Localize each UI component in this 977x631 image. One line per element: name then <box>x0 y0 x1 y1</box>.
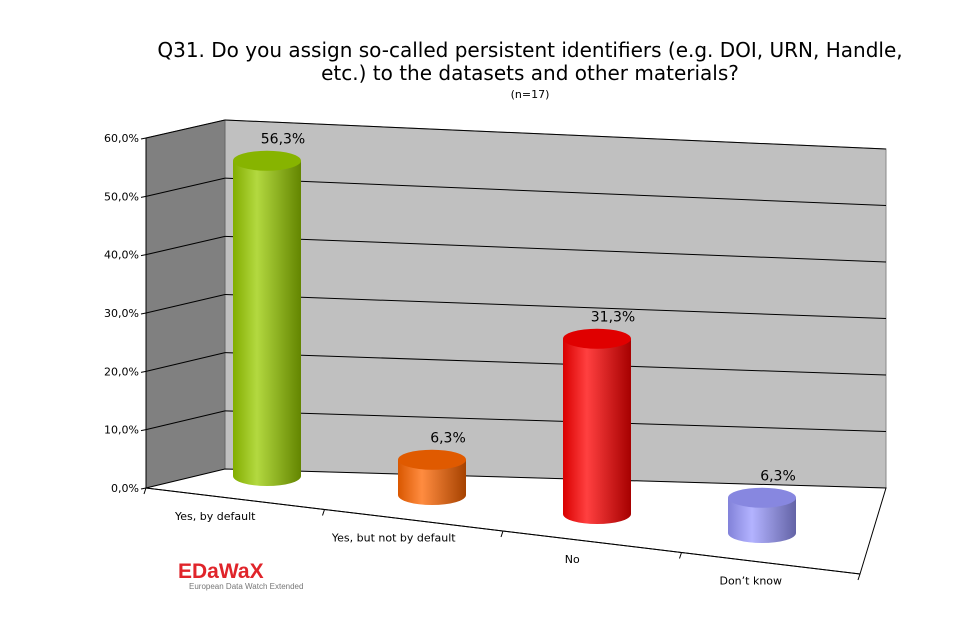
x-category-label: Yes, by default <box>174 510 256 523</box>
data-label: 6,3% <box>760 469 796 485</box>
bar <box>728 487 796 543</box>
x-tick-mark <box>857 573 861 581</box>
y-tick-label: 20,0% <box>104 365 139 378</box>
gridline-back <box>224 352 887 376</box>
gridline-side <box>145 235 226 256</box>
x-tick-mark <box>322 509 325 516</box>
edawax-logo: EDaWaX European Data Watch Extended <box>178 560 303 591</box>
gridline-side <box>145 294 226 314</box>
chart-title-line2: etc.) to the datasets and other material… <box>321 61 739 85</box>
plot-back-wall <box>224 119 887 489</box>
gridline-side <box>145 119 226 139</box>
data-label: 31,3% <box>591 310 635 326</box>
bar-body <box>563 338 631 524</box>
gridline-back <box>224 119 887 150</box>
x-tick-mark <box>500 530 504 538</box>
chart-subtitle: (n=17) <box>511 88 550 101</box>
gridline-side <box>145 410 226 431</box>
x-category-label: Yes, but not by default <box>331 531 456 544</box>
gridline-back <box>224 235 887 263</box>
y-tick-label: 40,0% <box>104 249 139 262</box>
gridline-side <box>145 352 226 372</box>
x-category-label: Don’t know <box>719 574 782 587</box>
gridlines <box>145 119 887 432</box>
y-tick-mark <box>140 370 147 373</box>
gridline-side <box>145 177 226 197</box>
logo-wordmark: EDaWaX <box>178 560 264 583</box>
bar-top <box>233 150 301 171</box>
bars: 56,3% 6,3% 31,3% 6,3% <box>233 132 796 543</box>
y-tick-label: 0,0% <box>111 482 139 495</box>
bar-body <box>728 497 796 543</box>
bar-top <box>563 328 631 349</box>
x-axis: Yes, by default Yes, but not by default No… <box>143 487 861 587</box>
bar-top <box>728 487 796 508</box>
bar-body <box>398 459 466 505</box>
gridline-back <box>224 294 887 319</box>
y-axis: 0,0% 10,0% 20,0% 30,0% 40,0% 50,0% 60,0% <box>104 132 147 495</box>
y-tick-label: 10,0% <box>104 424 139 437</box>
bar <box>563 328 631 524</box>
y-tick-mark <box>140 312 147 315</box>
y-tick-mark <box>140 429 147 432</box>
chart-title-line1: Q31. Do you assign so-called persistent … <box>157 38 902 62</box>
y-tick-label: 30,0% <box>104 307 139 320</box>
data-label: 6,3% <box>430 431 466 447</box>
bar-top <box>398 449 466 470</box>
y-tick-mark <box>140 254 147 257</box>
gridline-back <box>224 410 887 432</box>
bar-body <box>233 160 301 486</box>
data-label: 56,3% <box>261 132 305 148</box>
bar <box>398 449 466 505</box>
y-tick-mark <box>140 195 147 198</box>
y-tick-mark <box>140 137 147 140</box>
y-tick-label: 50,0% <box>104 190 139 203</box>
x-category-label: No <box>565 553 580 566</box>
y-tick-mark <box>140 487 147 490</box>
x-tick-mark <box>679 552 682 559</box>
bar <box>233 150 301 486</box>
logo-tagline: European Data Watch Extended <box>189 582 303 591</box>
gridline-back <box>224 177 887 206</box>
y-tick-label: 60,0% <box>104 132 139 145</box>
x-tick-mark <box>143 487 147 495</box>
